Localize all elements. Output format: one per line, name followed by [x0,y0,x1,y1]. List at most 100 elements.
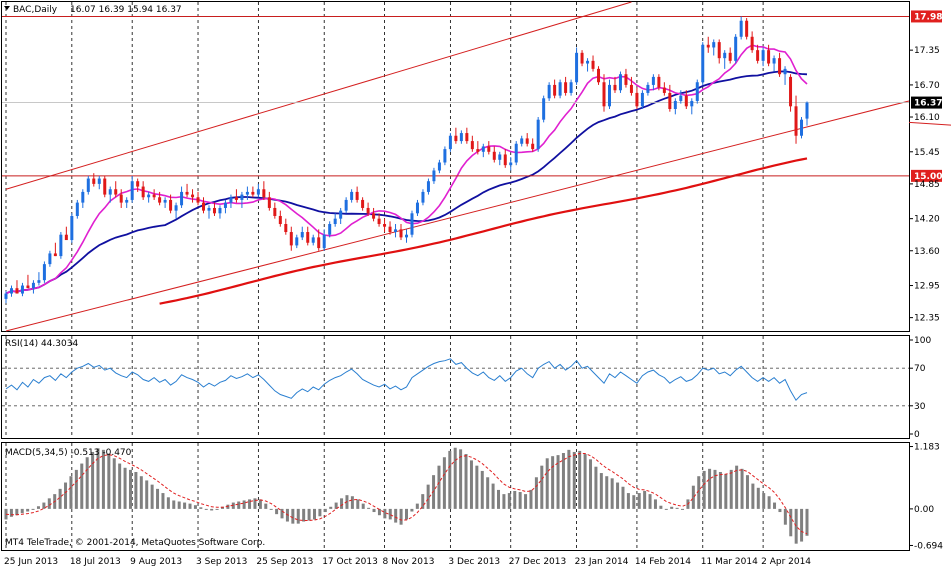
macd-bar [534,477,538,509]
candle-body [465,133,469,142]
price-tick-label: 17.35 [914,46,940,56]
macd-bar [556,455,560,509]
candle-body [245,191,249,195]
macd-bar [302,508,306,522]
price-tick-label: 15.00 [914,172,942,182]
candle-body [64,234,68,241]
macd-bar [583,454,587,509]
candle-body [492,151,496,160]
candle-body [311,237,315,243]
candle-body [778,58,782,75]
macd-bar [502,494,506,509]
candle-body [119,194,123,203]
macd-bar [139,476,143,509]
date-tick-label: 3 Dec 2013 [448,557,500,567]
macd-bar [551,456,555,509]
macd-bar [578,450,582,509]
macd-bar [713,469,717,509]
macd-bar [248,499,252,509]
candle-body [207,207,211,211]
price-tick-label: 15.45 [914,148,940,158]
macd-bar [610,478,614,509]
candle-body [597,68,601,83]
candle-body [388,226,392,233]
macd-bar [767,496,771,509]
rsi-series [2,358,909,407]
macd-bar [172,500,176,509]
candle-body [394,229,398,233]
macd-bar [9,508,13,517]
macd-bar [442,457,446,509]
macd-bar [773,502,777,509]
macd-bar [513,490,517,509]
candle-body [564,82,568,93]
candle-body [717,42,721,59]
macd-bar [626,493,630,509]
macd-bar [253,498,257,509]
macd-bar [405,508,408,520]
macd-bar [670,506,674,509]
candle-body [229,197,233,203]
channel-line [908,121,951,126]
candle-body [536,119,540,150]
macd-bar [388,508,392,520]
macd-bar [762,493,766,509]
macd-bar [643,490,647,509]
candle-body [377,218,381,225]
candle-body [152,194,156,198]
candle-body [558,82,562,96]
macd-bar [36,506,40,509]
candle-body [350,191,354,200]
macd-bar [312,508,316,520]
macd-bar [15,508,19,516]
candle-body [503,154,507,166]
price-tick-label: 14.85 [914,180,940,190]
candle-body [48,253,52,265]
candle-body [772,58,776,64]
macd-bar [291,508,295,524]
channel-line [5,100,910,332]
candle-body [405,234,408,238]
candle-body [196,197,200,203]
date-tick-label: 27 Dec 2013 [509,557,567,567]
candle-body [289,232,293,246]
macd-bar [735,465,739,509]
candle-body [547,84,551,99]
date-tick-label: 25 Sep 2013 [256,557,313,567]
macd-bar [20,508,24,514]
candle-body [553,84,557,96]
candle-body [262,189,266,198]
candle-body [191,194,195,198]
candle-body [542,98,546,120]
dropdown-triangle-icon[interactable] [4,6,10,10]
price-tick-label: 16.70 [914,81,940,91]
macd-bar [318,508,322,517]
candle-body [383,224,387,227]
macd-bar [74,469,78,509]
candle-body [70,215,74,241]
date-tick-label: 25 Jun 2013 [4,557,58,567]
candle-body [37,280,41,283]
candle-body [273,207,277,216]
macd-label: MACD(5,34,5) -0.513 -0.470 [5,448,132,458]
macd-bar [361,503,365,509]
candle-body [92,178,96,184]
grid-lines [5,2,764,550]
macd-bar [518,492,522,509]
candle-body [476,149,480,152]
price-tick-label: 16.37 [914,99,942,109]
macd-bar [383,508,387,519]
candle-body [75,202,79,216]
candle-body [624,74,628,85]
candle-body [679,95,683,101]
candle-body [646,84,650,93]
macd-bar [145,480,149,509]
candle-body [256,189,260,195]
macd-bar [307,508,311,521]
candle-body [295,237,299,246]
macd-tick-label: 1.183 [914,443,940,453]
candle-body [399,229,403,238]
candle-body [531,143,535,150]
macd-bar [340,498,344,509]
candle-body [712,42,716,48]
